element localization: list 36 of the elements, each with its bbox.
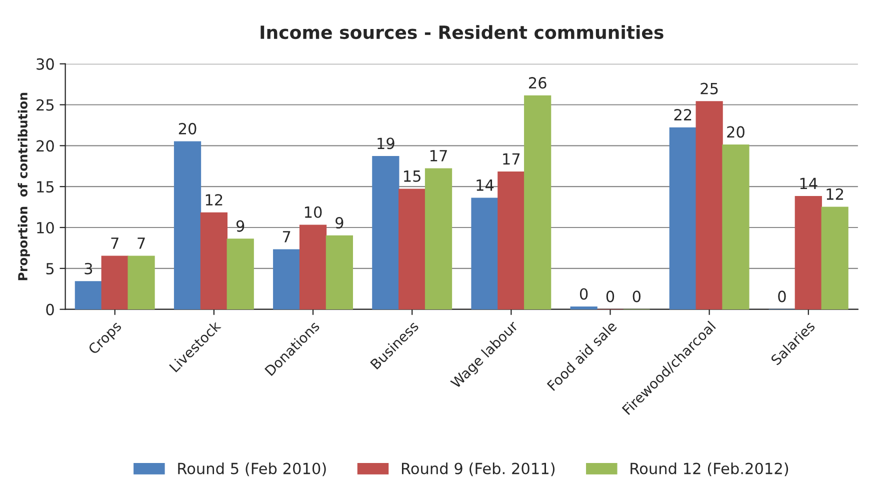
data-label: 26: [528, 77, 546, 89]
data-label: 19: [378, 138, 394, 150]
data-label: 20: [178, 122, 196, 134]
data-label: 17: [503, 153, 520, 165]
data-label: 0: [606, 290, 614, 302]
data-label: 10: [304, 206, 322, 218]
legend-label: Round 5 (Feb 2010): [178, 462, 326, 476]
legend-label: Round 9 (Feb. 2011): [402, 462, 555, 476]
y-tick-label: 20: [36, 140, 54, 152]
data-label: 9: [336, 216, 344, 229]
y-tick-label: 30: [36, 58, 54, 70]
y-axis-title: Proportion of contribution: [18, 92, 30, 280]
y-tick-label: 15: [37, 181, 54, 193]
data-label: 12: [826, 188, 844, 200]
y-tick-label: 10: [37, 222, 54, 234]
data-label: 14: [476, 180, 494, 191]
y-tick-label: 0: [46, 304, 54, 316]
legend-label: Round 12 (Feb.2012): [630, 462, 788, 476]
chart-title: Income sources - Resident communities: [260, 25, 664, 40]
data-label: 17: [430, 150, 447, 162]
data-label: 3: [84, 262, 92, 274]
data-label: 15: [404, 170, 420, 182]
data-label: 0: [778, 290, 786, 302]
data-label: 25: [700, 82, 718, 94]
data-label: 9: [236, 220, 244, 232]
data-label: 7: [282, 231, 290, 242]
data-label: 20: [727, 126, 744, 138]
data-label: 7: [111, 238, 118, 249]
data-label: 0: [580, 288, 588, 300]
data-label: 14: [800, 178, 818, 190]
y-tick-label: 25: [36, 99, 54, 111]
data-label: 0: [632, 290, 641, 302]
data-label: 22: [674, 108, 692, 120]
y-tick-label: 5: [46, 263, 54, 274]
data-label: 7: [138, 238, 145, 249]
data-label: 12: [206, 194, 222, 206]
